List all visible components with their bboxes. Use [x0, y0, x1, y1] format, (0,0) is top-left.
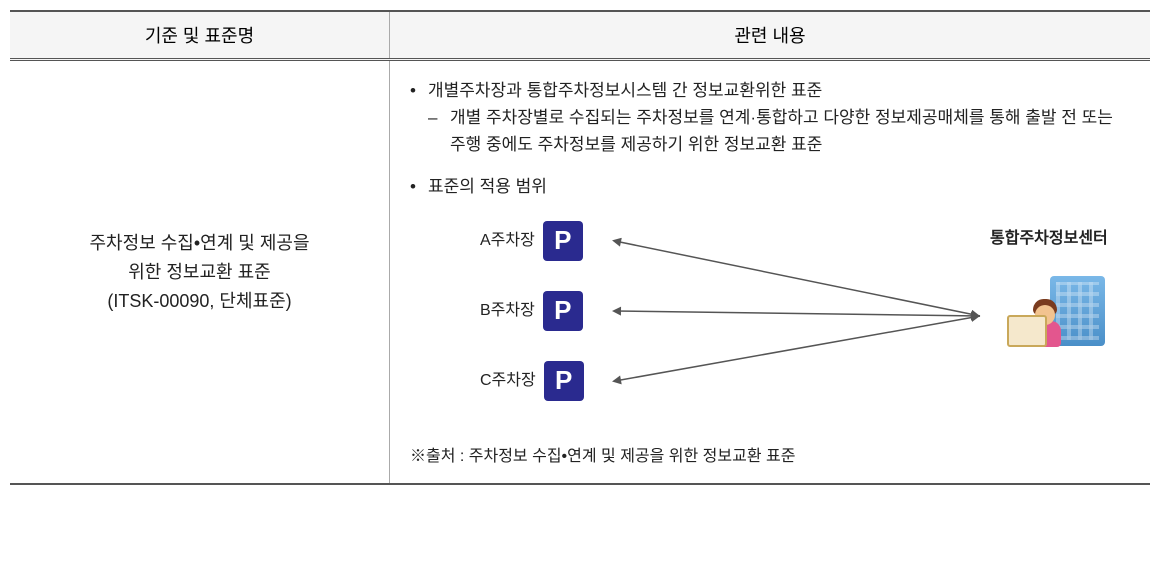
bullet-1-text: 개별주차장과 통합주차정보시스템 간 정보교환위한 표준 — [428, 77, 1130, 104]
source-note: ※출처 : 주차정보 수집•연계 및 제공을 위한 정보교환 표준 — [410, 444, 1130, 470]
parking-icon: P — [544, 361, 584, 401]
standard-title-line2: 위한 정보교환 표준 — [30, 258, 369, 287]
standard-title-line1: 주차정보 수집•연계 및 제공을 — [30, 229, 369, 258]
center-illustration — [995, 276, 1105, 351]
bullet-dot-icon: • — [410, 77, 428, 104]
content-cell: • 개별주차장과 통합주차정보시스템 간 정보교환위한 표준 – 개별 주차장별… — [390, 60, 1151, 485]
parking-b-label: B주차장 — [480, 298, 535, 324]
header-col-standard: 기준 및 표준명 — [10, 11, 390, 60]
standard-name-cell: 주차정보 수집•연계 및 제공을 위한 정보교환 표준 (ITSK-00090,… — [10, 60, 390, 485]
bullet-1-subtext: 개별 주차장별로 수집되는 주차정보를 연계·통합하고 다양한 정보제공매체를 … — [450, 104, 1130, 158]
bullet-2-text: 표준의 적용 범위 — [428, 173, 1130, 200]
dash-icon: – — [428, 104, 450, 158]
parking-a-row: A주차장 P — [480, 221, 583, 261]
header-col-content: 관련 내용 — [390, 11, 1151, 60]
bullet-2: • 표준의 적용 범위 — [410, 173, 1130, 200]
parking-icon: P — [543, 221, 583, 261]
parking-icon: P — [543, 291, 583, 331]
standard-code: (ITSK-00090, 단체표준) — [30, 287, 369, 316]
parking-b-row: B주차장 P — [480, 291, 583, 331]
parking-c-row: C주차장 P — [480, 361, 584, 401]
scope-diagram: A주차장 P B주차장 P C주차장 P 통합주차정보센터 — [450, 206, 1130, 436]
center-label: 통합주차정보센터 — [990, 226, 1108, 252]
bullet-1: • 개별주차장과 통합주차정보시스템 간 정보교환위한 표준 – 개별 주차장별… — [410, 77, 1130, 159]
parking-a-label: A주차장 — [480, 228, 535, 254]
monitor-icon — [1007, 315, 1047, 347]
bullet-dot-icon: • — [410, 173, 428, 200]
standards-table: 기준 및 표준명 관련 내용 주차정보 수집•연계 및 제공을 위한 정보교환 … — [10, 10, 1150, 485]
parking-c-label: C주차장 — [480, 368, 536, 394]
